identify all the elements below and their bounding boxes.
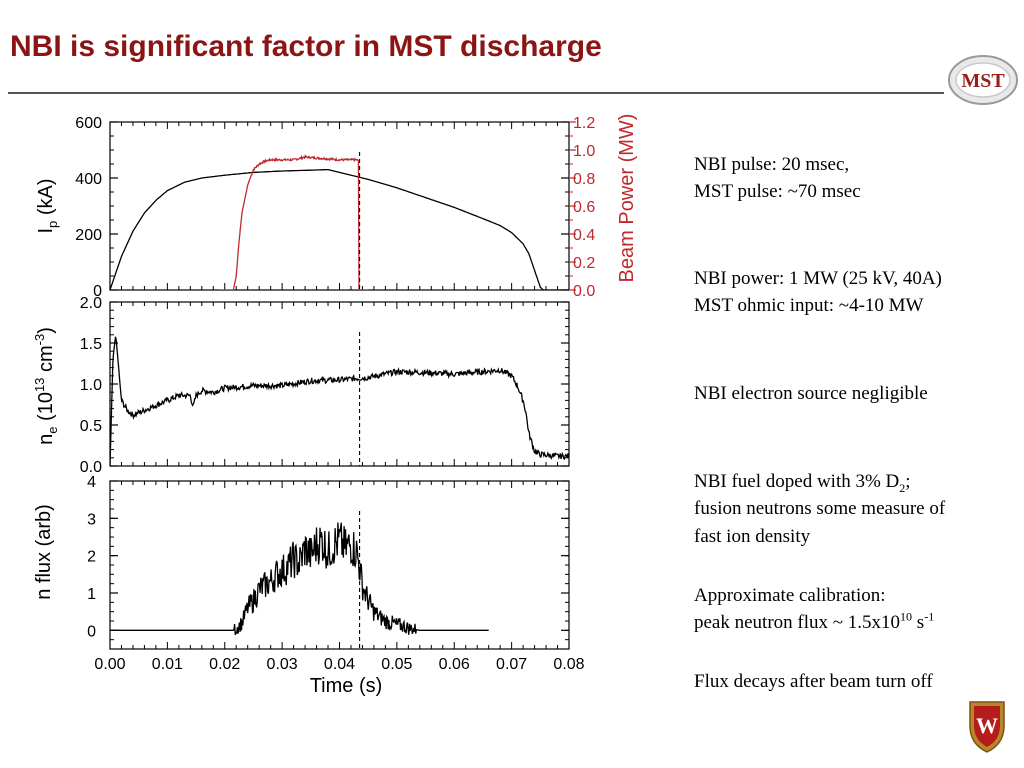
x-tick-label: 0.06 — [439, 656, 470, 673]
beam-power-line — [219, 154, 369, 290]
neutron-flux-line — [110, 522, 489, 636]
y-tick-label: 600 — [75, 115, 102, 132]
discharge-plots: 0 200 400 600 0.0 0.2 0.4 0.6 0.8 1.0 1.2 0.0 0.5 1.0… — [32, 114, 638, 697]
note-nbi-pulse: NBI pulse: 20 msec, — [694, 154, 850, 175]
x-tick-label: 0.02 — [209, 656, 240, 673]
note-nbi-power: NBI power: 1 MW (25 kV, 40A) — [694, 268, 942, 289]
note-flux-decay: Flux decays after beam turn off — [694, 671, 933, 692]
beam-power-axis-title: Beam Power (MW) — [616, 114, 638, 283]
y-tick-label: 0.0 — [80, 459, 102, 476]
note-fusion-neutrons: fusion neutrons some measure of — [694, 498, 946, 519]
y-tick-label: 200 — [75, 227, 102, 244]
top-y-axis-title: Ip (kA) — [35, 178, 60, 233]
x-tick-label: 0.00 — [94, 656, 125, 673]
y-tick-label: 2 — [87, 549, 96, 566]
y2-tick-label: 0.4 — [573, 227, 595, 244]
y-tick-label: 3 — [87, 511, 96, 528]
top-panel-frame — [109, 121, 570, 291]
mst-logo-text: MST — [961, 70, 1005, 92]
y2-tick-label: 0.6 — [573, 199, 595, 216]
slide-title: NBI is significant factor in MST dischar… — [10, 30, 602, 63]
crest-letter: W — [976, 713, 998, 738]
note-ohmic-input: MST ohmic input: ~4-10 MW — [694, 295, 924, 316]
y-tick-label: 0.5 — [80, 418, 102, 435]
x-tick-label: 0.07 — [496, 656, 527, 673]
x-tick-label: 0.04 — [324, 656, 355, 673]
y2-tick-label: 0.0 — [573, 283, 595, 300]
y-tick-label: 1.5 — [80, 336, 102, 353]
y-tick-label: 0 — [93, 283, 102, 300]
bottom-panel-frame — [109, 480, 570, 650]
bottom-y-axis-title: n flux (arb) — [33, 504, 55, 600]
mst-logo: MST — [948, 55, 1018, 105]
middle-y-axis-title: ne (1013 cm-3) — [32, 327, 60, 445]
plasma-current-line — [110, 168, 569, 290]
note-fuel-doping: NBI fuel doped with 3% D2; — [694, 471, 911, 495]
note-calibration-heading: Approximate calibration: — [694, 585, 886, 606]
middle-panel-frame — [109, 301, 570, 467]
note-fast-ion: fast ion density — [694, 526, 811, 547]
y-tick-label: 1 — [87, 586, 96, 603]
title-divider — [8, 92, 944, 94]
y2-tick-label: 1.0 — [573, 143, 595, 160]
y2-tick-label: 0.8 — [573, 171, 595, 188]
x-tick-label: 0.05 — [381, 656, 412, 673]
y2-tick-label: 0.2 — [573, 255, 595, 272]
y-tick-label: 1.0 — [80, 377, 102, 394]
note-electron-source: NBI electron source negligible — [694, 383, 928, 404]
y2-tick-label: 1.2 — [573, 115, 595, 132]
y-tick-label: 400 — [75, 171, 102, 188]
x-tick-label: 0.01 — [152, 656, 183, 673]
y-tick-label: 4 — [87, 474, 96, 491]
x-tick-label: 0.03 — [267, 656, 298, 673]
university-crest-icon: W — [969, 701, 1005, 753]
y-tick-label: 2.0 — [80, 295, 102, 312]
note-mst-pulse: MST pulse: ~70 msec — [694, 181, 861, 202]
note-peak-flux: peak neutron flux ~ 1.5x1010 s-1 — [694, 609, 935, 633]
y-tick-label: 0 — [87, 623, 96, 640]
x-axis-title: Time (s) — [310, 675, 383, 697]
x-tick-label: 0.08 — [553, 656, 584, 673]
electron-density-line — [110, 336, 569, 466]
